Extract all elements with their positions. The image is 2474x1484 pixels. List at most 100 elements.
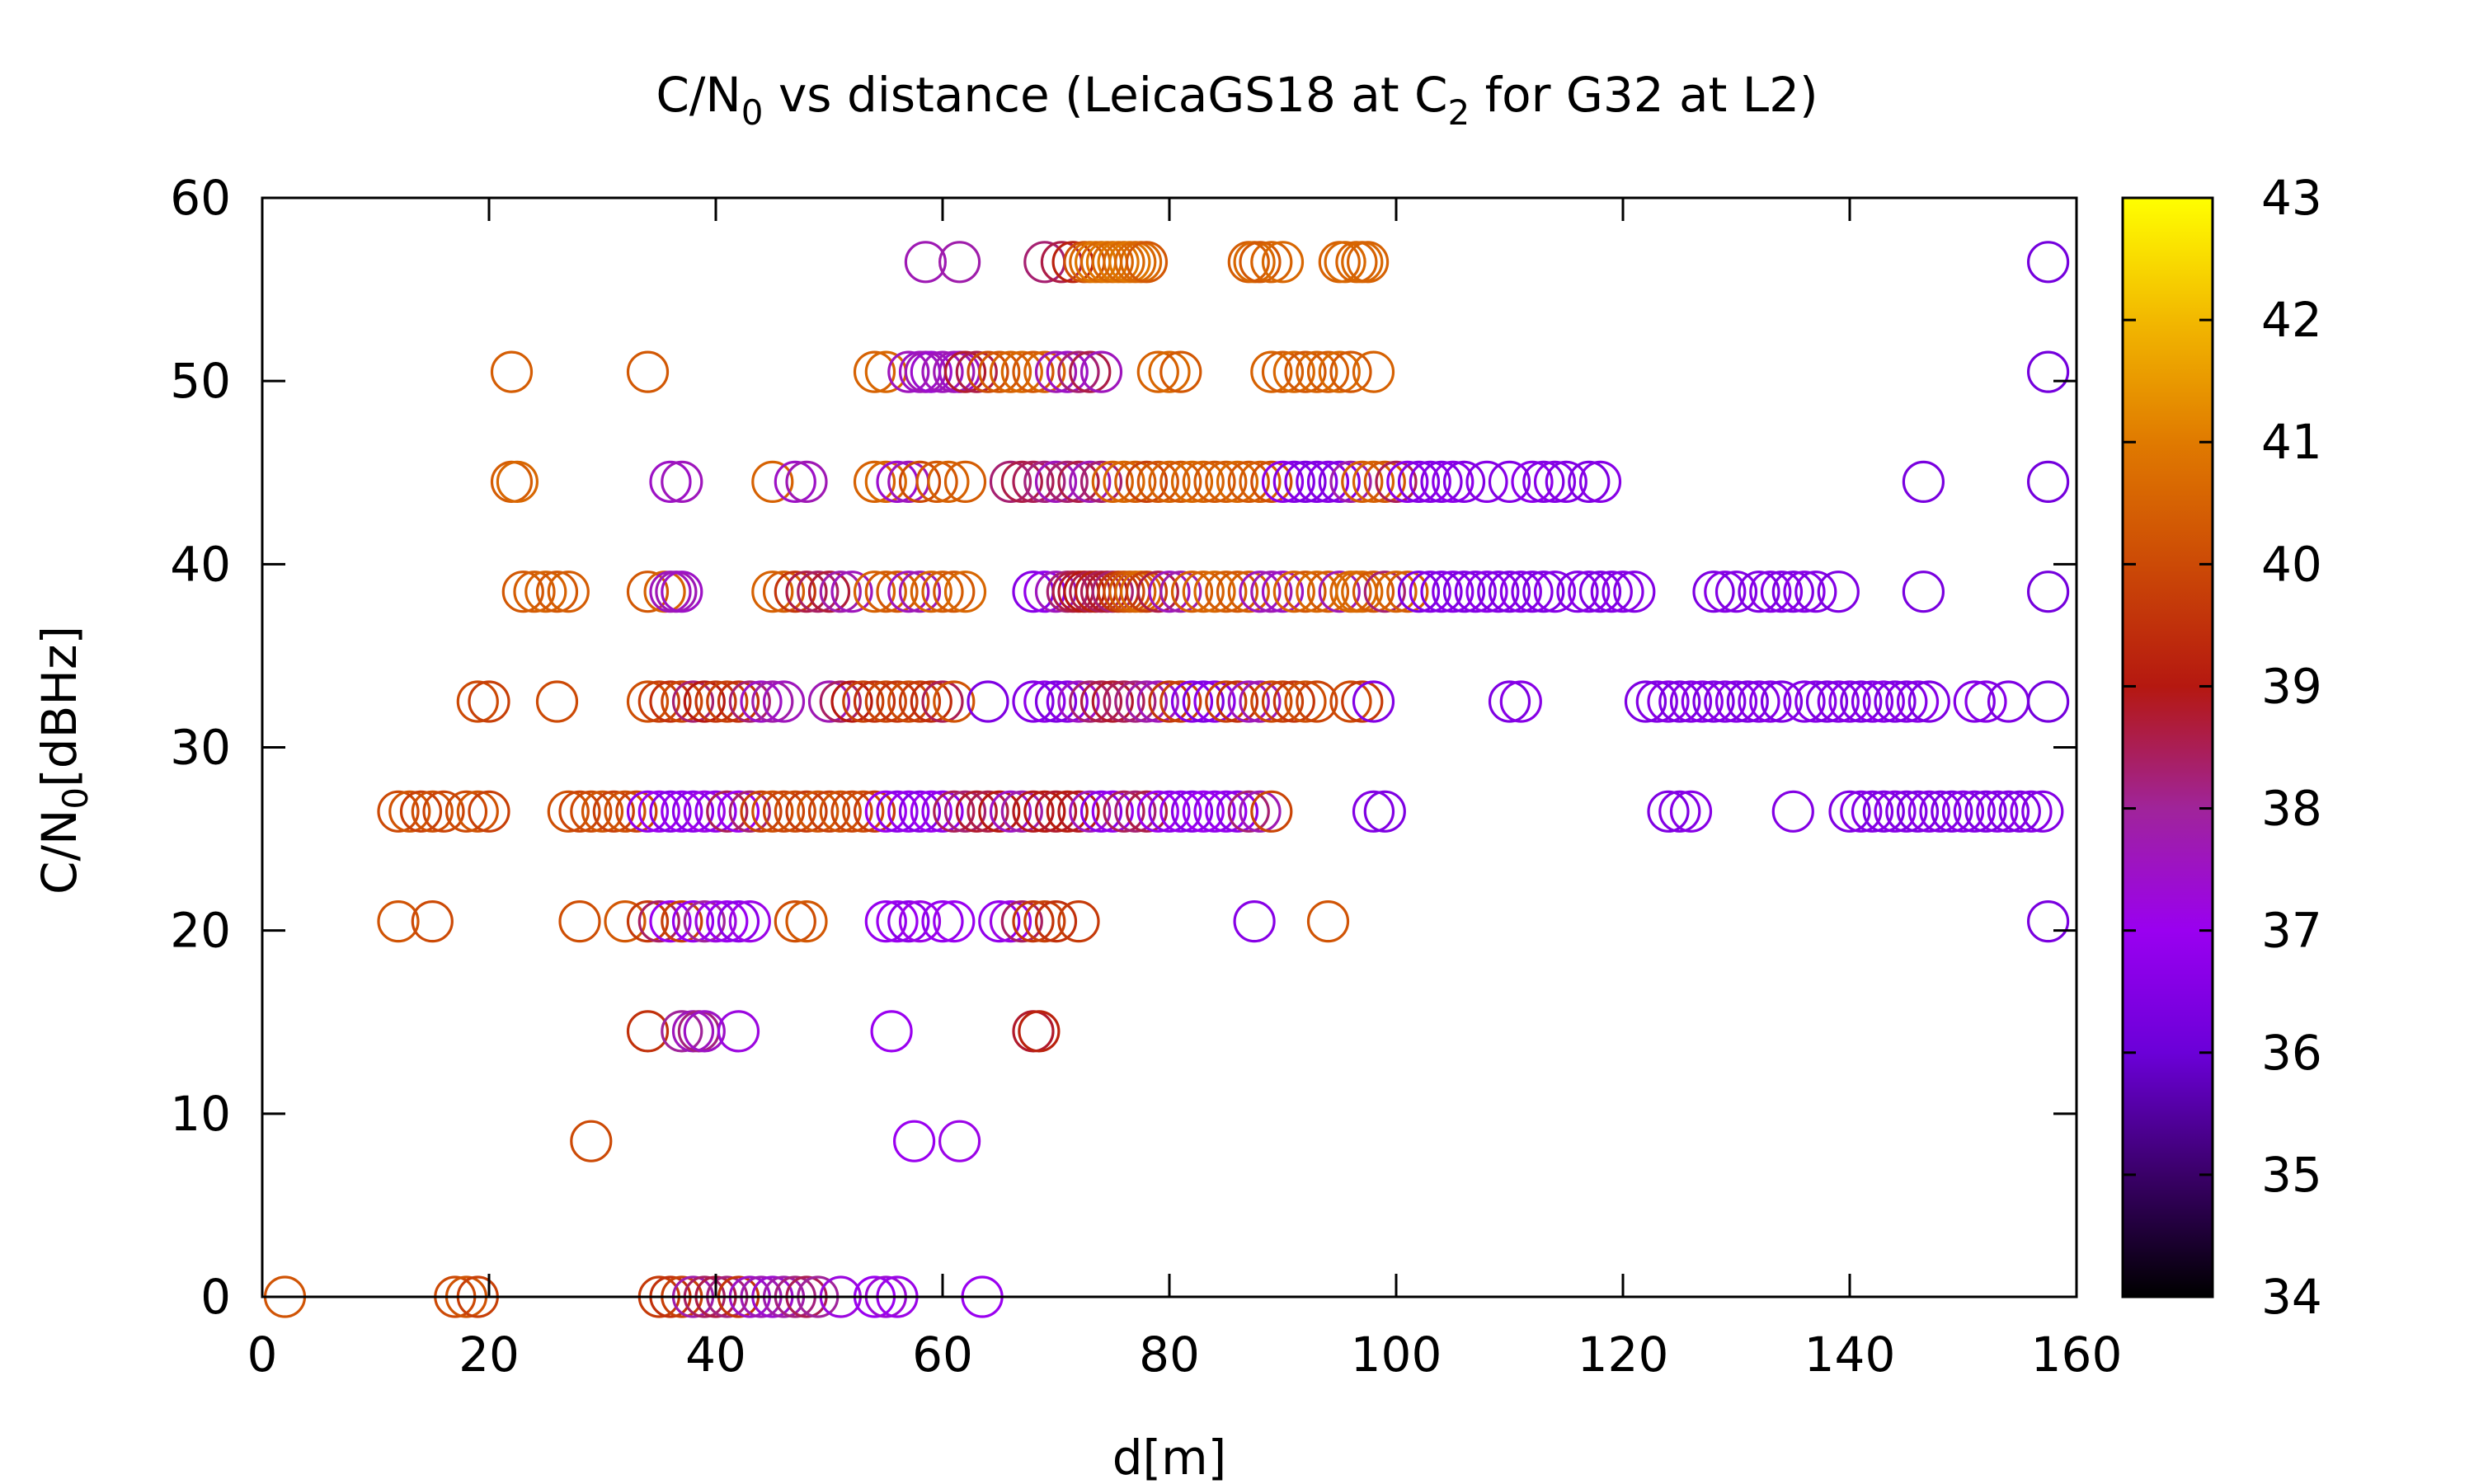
x-tick-label: 120 — [1578, 1327, 1669, 1383]
data-point — [887, 899, 930, 943]
data-point — [1261, 460, 1305, 504]
data-point — [1284, 680, 1327, 723]
data-point — [1227, 790, 1270, 833]
data-point — [626, 899, 670, 943]
data-point — [649, 680, 692, 723]
data-point — [1034, 680, 1078, 723]
data-point — [1272, 350, 1315, 393]
data-point — [1239, 790, 1282, 833]
data-point — [661, 790, 703, 833]
data-point — [1000, 460, 1043, 504]
data-point — [1726, 680, 1769, 723]
colorbar-tick-label: 41 — [2261, 414, 2322, 470]
data-point — [1193, 571, 1236, 613]
data-point — [717, 899, 760, 943]
data-point — [1352, 350, 1395, 393]
data-point — [1397, 460, 1441, 504]
data-point — [853, 790, 896, 833]
data-point — [411, 899, 454, 943]
data-point — [1578, 571, 1622, 613]
data-point — [1250, 350, 1293, 393]
data-point — [1296, 460, 1338, 504]
data-point — [1193, 790, 1236, 833]
data-point — [671, 899, 715, 943]
data-point — [1034, 899, 1078, 943]
data-point — [1613, 571, 1656, 613]
data-point — [933, 899, 976, 943]
data-point — [1738, 571, 1780, 613]
data-point — [1216, 680, 1259, 723]
data-point — [1227, 571, 1270, 613]
data-point — [1341, 460, 1384, 504]
data-point — [898, 460, 942, 504]
data-point — [762, 680, 806, 723]
data-point — [661, 571, 703, 613]
data-point — [1760, 680, 1804, 723]
data-point — [1250, 680, 1293, 723]
data-point — [1046, 680, 1089, 723]
data-point — [921, 899, 964, 943]
data-point — [910, 350, 952, 393]
data-point — [1477, 571, 1520, 613]
y-tick-label: 0 — [200, 1269, 231, 1325]
data-point — [1681, 680, 1724, 723]
data-point — [1159, 680, 1202, 723]
data-point — [1704, 571, 1747, 613]
data-point — [876, 680, 919, 723]
data-point — [933, 680, 976, 723]
data-point — [524, 571, 567, 613]
data-point — [1272, 680, 1315, 723]
data-point — [1216, 571, 1259, 613]
data-point — [978, 790, 1021, 833]
data-point — [671, 680, 715, 723]
data-point — [1465, 460, 1508, 504]
data-point — [1794, 680, 1837, 723]
data-point — [1284, 571, 1327, 613]
data-point — [1159, 350, 1202, 393]
data-point — [2027, 899, 2070, 943]
data-point — [1363, 571, 1406, 613]
data-point — [570, 790, 613, 833]
data-point — [535, 680, 579, 723]
data-point — [921, 571, 964, 613]
colorbar-gradient — [2123, 198, 2213, 1297]
data-point — [1329, 680, 1372, 723]
data-point — [1556, 571, 1599, 613]
data-point — [547, 571, 590, 613]
data-point — [1783, 680, 1826, 723]
data-point — [649, 899, 692, 943]
data-point — [1170, 790, 1214, 833]
data-point — [1148, 790, 1191, 833]
data-point — [1794, 571, 1837, 613]
data-point — [468, 790, 510, 833]
data-point — [637, 899, 680, 943]
data-point — [762, 790, 806, 833]
data-point — [1057, 899, 1100, 943]
data-point — [1227, 460, 1270, 504]
data-point — [1148, 571, 1191, 613]
data-point — [915, 460, 958, 504]
data-point — [661, 1010, 703, 1053]
data-point — [1125, 460, 1169, 504]
data-point — [1862, 680, 1905, 723]
data-point — [1568, 571, 1611, 613]
data-point — [1170, 460, 1214, 504]
data-point — [853, 460, 896, 504]
data-point — [904, 241, 948, 284]
data-point — [1941, 790, 1985, 833]
data-point — [967, 790, 1009, 833]
data-point — [819, 571, 862, 613]
data-point — [1341, 680, 1384, 723]
data-point — [377, 790, 420, 833]
data-point — [1148, 680, 1191, 723]
data-point — [989, 899, 1032, 943]
data-point — [1034, 350, 1078, 393]
data-point — [807, 680, 851, 723]
data-point — [943, 460, 987, 504]
data-point — [1159, 571, 1202, 613]
data-point — [1091, 680, 1134, 723]
data-point — [864, 899, 907, 943]
data-point — [1103, 460, 1145, 504]
data-point — [898, 790, 942, 833]
data-point — [842, 790, 885, 833]
